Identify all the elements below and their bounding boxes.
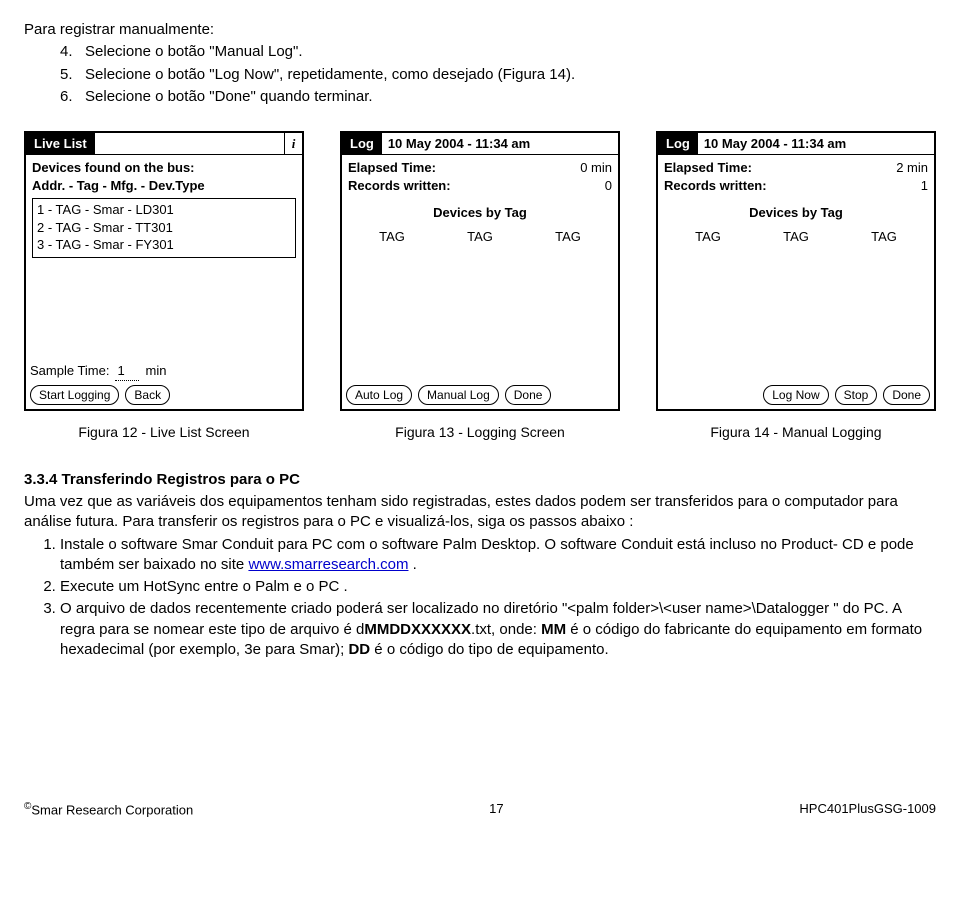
title-rest [95, 133, 284, 154]
title-chip: Log [658, 133, 698, 154]
auto-log-button[interactable]: Auto Log [346, 385, 412, 405]
records-value: 1 [921, 177, 928, 195]
title-datetime: 10 May 2004 - 11:34 am [382, 133, 618, 154]
footer-doc-id: HPC401PlusGSG-1009 [799, 800, 936, 819]
elapsed-value: 2 min [896, 159, 928, 177]
caption-13: Figura 13 - Logging Screen [340, 423, 620, 442]
intro-step-5: 5. Selecione o botão "Log Now", repetida… [24, 65, 936, 85]
sample-time-label: Sample Time: [30, 362, 109, 380]
title-chip: Live List [26, 133, 95, 154]
step-1: Instale o software Smar Conduit para PC … [60, 535, 936, 576]
records-label: Records written: [664, 177, 767, 195]
devices-found-label: Devices found on the bus: [32, 159, 296, 177]
title-datetime: 10 May 2004 - 11:34 am [698, 133, 934, 154]
info-icon[interactable]: i [284, 133, 302, 154]
tag-item[interactable]: TAG [695, 228, 721, 246]
titlebar: Live List i [26, 133, 302, 155]
titlebar: Log 10 May 2004 - 11:34 am [658, 133, 934, 155]
footer-page-number: 17 [489, 800, 503, 819]
intro-line: Para registrar manualmente: [24, 20, 936, 40]
records-row: Records written: 1 [664, 177, 928, 195]
step-2: Execute um HotSync entre o Palm e o PC . [60, 577, 936, 597]
tag-item[interactable]: TAG [467, 228, 493, 246]
smarresearch-link[interactable]: www.smarresearch.com [248, 556, 408, 573]
records-value: 0 [605, 177, 612, 195]
tag-row: TAG TAG TAG [348, 228, 612, 246]
section-title: 3.3.4 Transferindo Registros para o PC [24, 470, 936, 490]
caption-12: Figura 12 - Live List Screen [24, 423, 304, 442]
done-button[interactable]: Done [505, 385, 552, 405]
intro-step-6: 6. Selecione o botão "Done" quando termi… [24, 87, 936, 107]
elapsed-label: Elapsed Time: [348, 159, 436, 177]
list-item: 1 - TAG - Smar - LD301 [37, 201, 291, 219]
caption-14: Figura 14 - Manual Logging [656, 423, 936, 442]
figure-12-screen: Live List i Devices found on the bus: Ad… [24, 131, 304, 411]
intro-block: Para registrar manualmente: 4. Selecione… [24, 20, 936, 107]
done-button[interactable]: Done [883, 385, 930, 405]
sample-time-row: Sample Time: 1 min [30, 362, 298, 381]
titlebar: Log 10 May 2004 - 11:34 am [342, 133, 618, 155]
back-button[interactable]: Back [125, 385, 170, 405]
stop-button[interactable]: Stop [835, 385, 878, 405]
records-row: Records written: 0 [348, 177, 612, 195]
intro-step-4: 4. Selecione o botão "Manual Log". [24, 42, 936, 62]
sample-time-input[interactable]: 1 [115, 362, 139, 381]
elapsed-value: 0 min [580, 159, 612, 177]
section-paragraph: Uma vez que as variáveis dos equipamento… [24, 492, 936, 533]
title-chip: Log [342, 133, 382, 154]
list-item: 3 - TAG - Smar - FY301 [37, 236, 291, 254]
devices-by-tag-heading: Devices by Tag [664, 204, 928, 222]
elapsed-row: Elapsed Time: 2 min [664, 159, 928, 177]
figures-row: Live List i Devices found on the bus: Ad… [24, 131, 936, 411]
device-listbox[interactable]: 1 - TAG - Smar - LD301 2 - TAG - Smar - … [32, 198, 296, 258]
start-logging-button[interactable]: Start Logging [30, 385, 119, 405]
records-label: Records written: [348, 177, 451, 195]
footer-left: ©Smar Research Corporation [24, 800, 193, 819]
tag-item[interactable]: TAG [379, 228, 405, 246]
figure-captions: Figura 12 - Live List Screen Figura 13 -… [24, 423, 936, 442]
log-now-button[interactable]: Log Now [763, 385, 828, 405]
step-3: O arquivo de dados recentemente criado p… [60, 599, 936, 660]
tag-item[interactable]: TAG [871, 228, 897, 246]
tag-row: TAG TAG TAG [664, 228, 928, 246]
columns-header: Addr. - Tag - Mfg. - Dev.Type [32, 177, 296, 195]
elapsed-row: Elapsed Time: 0 min [348, 159, 612, 177]
elapsed-label: Elapsed Time: [664, 159, 752, 177]
figure-13-screen: Log 10 May 2004 - 11:34 am Elapsed Time:… [340, 131, 620, 411]
manual-log-button[interactable]: Manual Log [418, 385, 499, 405]
page-footer: ©Smar Research Corporation 17 HPC401Plus… [24, 800, 936, 819]
tag-item[interactable]: TAG [783, 228, 809, 246]
sample-time-unit: min [145, 362, 166, 380]
tag-item[interactable]: TAG [555, 228, 581, 246]
figure-14-screen: Log 10 May 2004 - 11:34 am Elapsed Time:… [656, 131, 936, 411]
devices-by-tag-heading: Devices by Tag [348, 204, 612, 222]
list-item: 2 - TAG - Smar - TT301 [37, 219, 291, 237]
steps-list: Instale o software Smar Conduit para PC … [24, 535, 936, 661]
